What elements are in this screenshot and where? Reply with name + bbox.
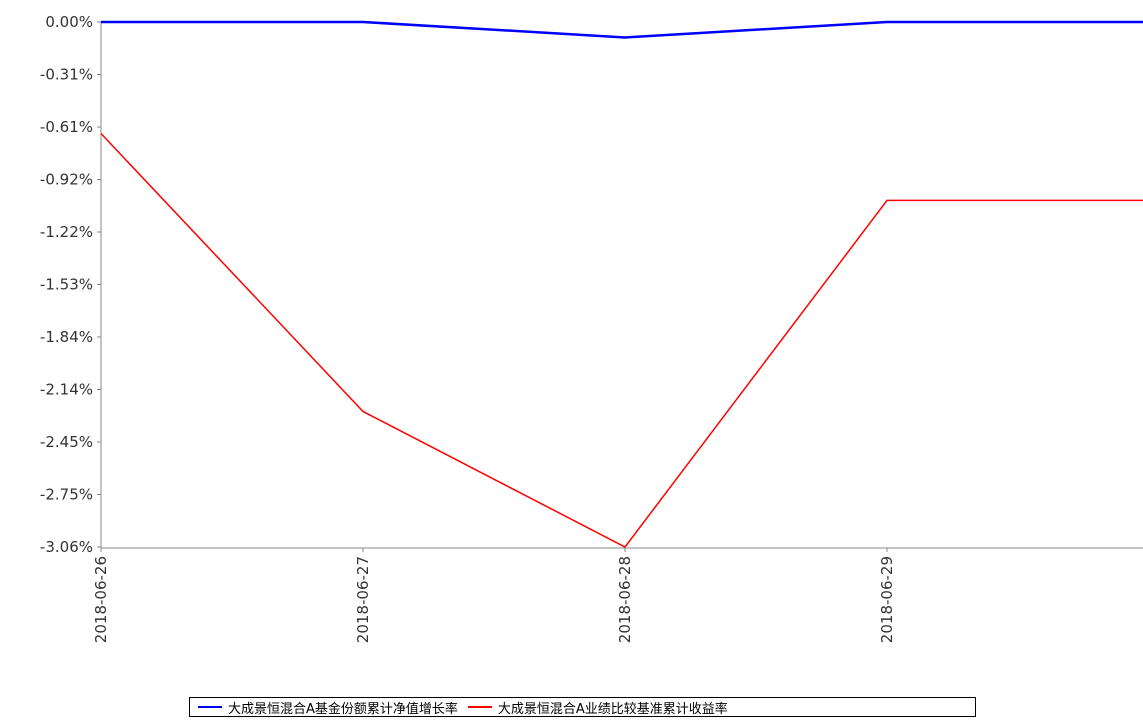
y-tick-label: -2.14% [40, 381, 93, 399]
y-tick-label: 0.00% [45, 13, 93, 31]
x-tick-label: 2018-06-27 [354, 556, 372, 643]
y-tick-label: -0.31% [40, 66, 93, 84]
y-tick-label: -0.92% [40, 171, 93, 189]
y-tick-label: -0.61% [40, 118, 93, 136]
x-tick-label: 2018-06-28 [616, 556, 634, 643]
y-tick-label: -2.75% [40, 486, 93, 504]
series-line-1 [100, 133, 1143, 548]
line-chart: 0.00% -0.31% -0.61% -0.92% -1.22% -1.53% -1.84… [40, 13, 1143, 643]
y-tick-label: -1.22% [40, 223, 93, 241]
y-tick-label: -3.06% [40, 538, 93, 556]
legend-label-nav-growth: 大成景恒混合A基金份额累计净值增长率 [228, 701, 458, 717]
legend-label-benchmark: 大成景恒混合A业绩比较基准累计收益率 [497, 701, 728, 717]
legend-item-nav-growth: 大成景恒混合A基金份额累计净值增长率 [198, 698, 458, 717]
chart-legend: 大成景恒混合A基金份额累计净值增长率 大成景恒混合A业绩比较基准累计收益率 [189, 697, 976, 717]
legend-item-benchmark: 大成景恒混合A业绩比较基准累计收益率 [467, 698, 728, 717]
legend-swatch-blue [198, 706, 222, 708]
x-axis-ticks: 2018-06-26 2018-06-27 2018-06-28 2018-06-29 [92, 548, 896, 643]
series-line-0 [101, 20, 1143, 39]
y-tick-label: -1.53% [40, 276, 93, 294]
x-tick-label: 2018-06-26 [92, 556, 110, 643]
x-tick-label: 2018-06-29 [878, 556, 896, 643]
y-tick-label: -1.84% [40, 328, 93, 346]
legend-swatch-red [467, 706, 492, 708]
y-axis-ticks: 0.00% -0.31% -0.61% -0.92% -1.22% -1.53% -1.84… [40, 13, 101, 556]
series-lines [100, 20, 1143, 548]
y-tick-label: -2.45% [40, 433, 93, 451]
